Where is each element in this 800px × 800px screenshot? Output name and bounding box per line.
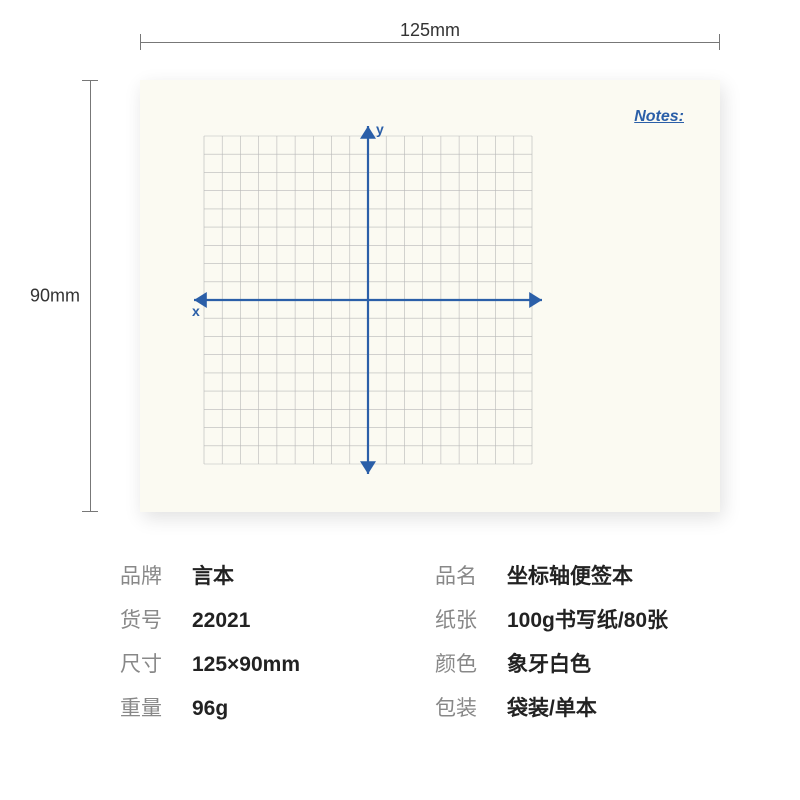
spec-value: 言本 [192, 560, 234, 590]
notes-label: Notes: [634, 108, 684, 126]
spec-value: 袋装/单本 [507, 692, 597, 722]
spec-value: 96g [192, 697, 228, 721]
spec-key: 纸张 [435, 604, 499, 634]
dim-height-label: 90mm [30, 284, 80, 309]
spec-key: 包装 [435, 692, 499, 722]
spec-row: 品牌言本 [120, 560, 405, 590]
spec-row: 品名坐标轴便签本 [435, 560, 720, 590]
spec-value: 象牙白色 [507, 648, 591, 678]
spec-key: 颜色 [435, 648, 499, 678]
dimension-height: 90mm [40, 80, 110, 512]
spec-value: 100g书写纸/80张 [507, 604, 668, 634]
dim-width-label: 125mm [392, 20, 468, 41]
spec-row: 重量 96g [120, 692, 405, 722]
spec-row: 包装袋装/单本 [435, 692, 720, 722]
svg-text:x: x [192, 303, 200, 319]
spec-value: 125×90mm [192, 653, 300, 677]
dim-width-end-left [140, 34, 141, 50]
spec-value: 22021 [192, 609, 250, 633]
axes-svg: yx [188, 120, 548, 480]
dimension-width: 125mm [140, 20, 720, 60]
spec-key: 品牌 [120, 560, 184, 590]
dim-height-end-bottom [82, 511, 98, 512]
coordinate-grid: yx [188, 120, 548, 480]
spec-row: 货号 22021 [120, 604, 405, 634]
notepad-card: Notes: yx [140, 80, 720, 512]
dim-height-end-top [82, 80, 98, 81]
spec-row: 尺寸 125×90mm [120, 648, 405, 678]
dim-width-end-right [719, 34, 720, 50]
specs-table: 品牌言本品名坐标轴便签本货号22021纸张100g书写纸/80张尺寸125×90… [120, 560, 720, 722]
spec-key: 品名 [435, 560, 499, 590]
spec-key: 货号 [120, 604, 184, 634]
spec-key: 重量 [120, 692, 184, 722]
spec-row: 颜色象牙白色 [435, 648, 720, 678]
svg-text:y: y [376, 121, 384, 137]
dim-height-bar [90, 80, 91, 512]
spec-value: 坐标轴便签本 [507, 560, 633, 590]
spec-row: 纸张 100g书写纸/80张 [435, 604, 720, 634]
spec-key: 尺寸 [120, 648, 184, 678]
dim-width-bar [140, 42, 720, 43]
